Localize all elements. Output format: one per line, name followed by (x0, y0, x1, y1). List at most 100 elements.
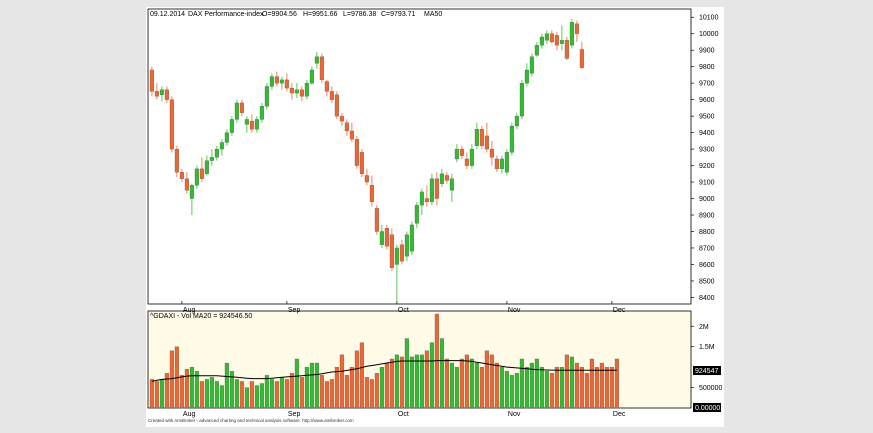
price-y-tick-label: 8900 (699, 213, 715, 220)
volume-bar (349, 366, 354, 409)
candle-body (339, 115, 344, 122)
price-y-tick-label: 9500 (699, 114, 715, 121)
volume-bar (224, 362, 229, 409)
volume-bar (539, 366, 544, 409)
candle-body (479, 129, 484, 146)
price-header-name: DAX Performance-index (188, 11, 264, 18)
candle-body (459, 148, 464, 156)
candle-body (279, 79, 284, 84)
volume-bar (309, 362, 314, 409)
volume-bar (149, 379, 154, 409)
candle-body (229, 119, 234, 133)
volume-zero-label: 0.00000 (695, 405, 720, 412)
volume-bar (269, 379, 274, 409)
volume-bar (289, 373, 294, 409)
candle-body (529, 56, 534, 74)
volume-bar (229, 371, 234, 409)
volume-bar (514, 373, 519, 409)
volume-bar (319, 375, 324, 409)
price-y-tick-label: 8600 (699, 262, 715, 269)
candle-body (239, 102, 244, 113)
candle-body (364, 175, 369, 183)
volume-bar (584, 373, 589, 409)
candle-body (189, 185, 194, 199)
volume-y-axis: 2M 1.5M 500000 (691, 324, 722, 392)
volume-bar (254, 385, 259, 409)
candle-body (409, 224, 414, 252)
price-y-tick-label: 9100 (699, 180, 715, 187)
volume-bar (509, 375, 514, 409)
volume-bar (339, 354, 344, 409)
candle-body (379, 231, 384, 245)
price-y-tick-label: 9200 (699, 163, 715, 170)
volume-bar (359, 342, 364, 409)
price-x-tick-label: Oct (398, 307, 409, 314)
candle-body (539, 36, 544, 46)
candle-body (444, 175, 449, 181)
price-y-tick-label: 8700 (699, 245, 715, 252)
candle-body (369, 185, 374, 202)
candle-body (464, 158, 469, 166)
chart-svg: 8400 8500 8600 8700 8800 8900 9000 9100 9200 9300… (147, 8, 722, 423)
volume-bar (579, 366, 584, 409)
price-header-open: O=9904.56 (262, 11, 297, 18)
volume-bar (454, 366, 459, 409)
volume-bar (484, 350, 489, 409)
volume-bar (179, 375, 184, 409)
volume-bar (184, 369, 189, 409)
volume-bar (399, 356, 404, 409)
candle-body (174, 148, 179, 173)
price-x-tick-label: Dec (613, 307, 626, 314)
volume-bar (279, 377, 284, 409)
candle-body (269, 76, 274, 87)
candle-body (574, 23, 579, 34)
volume-bar (604, 366, 609, 409)
volume-bar (164, 373, 169, 409)
candle-body (509, 125, 514, 153)
price-x-tick-label: Sep (288, 307, 301, 314)
volume-bar (384, 362, 389, 409)
price-y-tick-label: 9800 (699, 64, 715, 71)
volume-ma20-line (151, 360, 617, 382)
candle-body (349, 130, 354, 140)
volume-bar (234, 379, 239, 409)
volume-bar (404, 338, 409, 409)
volume-bar (519, 358, 524, 409)
candle-body (439, 173, 444, 184)
volume-panel (147, 310, 692, 409)
candle-body (344, 122, 349, 132)
candle-body (224, 132, 229, 143)
candle-body (389, 234, 394, 268)
chart-frame: 8400 8500 8600 8700 8800 8900 9000 9100 9200 9300… (146, 7, 724, 427)
candle-body (324, 81, 329, 92)
candle-body (554, 35, 559, 46)
volume-bar (549, 373, 554, 409)
candle-body (494, 158, 499, 170)
price-header-ma: MA50 (424, 11, 442, 18)
volume-bar (329, 379, 334, 409)
footer-credit: Created with AmiBroker - advanced charti… (148, 418, 354, 423)
volume-bar (154, 381, 159, 409)
volume-bar (284, 379, 289, 409)
candle-body (514, 115, 519, 127)
candle-body (454, 148, 459, 160)
volume-bar (304, 366, 309, 409)
volume-bar (589, 358, 594, 409)
volume-bar (194, 371, 199, 409)
price-x-tick-label: Aug (183, 307, 196, 314)
candle-body (244, 119, 249, 125)
candle-body (399, 244, 404, 262)
candle-body (209, 157, 214, 161)
volume-bar (169, 350, 174, 409)
candle-body (419, 191, 424, 206)
volume-bar (424, 350, 429, 409)
price-y-tick-label: 9700 (699, 81, 715, 88)
price-y-tick-label: 8500 (699, 278, 715, 285)
candle-body (149, 69, 154, 92)
volume-bar-series (149, 313, 619, 409)
volume-bar (369, 379, 374, 409)
candle-body (404, 234, 409, 257)
candle-body (504, 152, 509, 173)
volume-bar (214, 381, 219, 409)
volume-bar (574, 362, 579, 409)
